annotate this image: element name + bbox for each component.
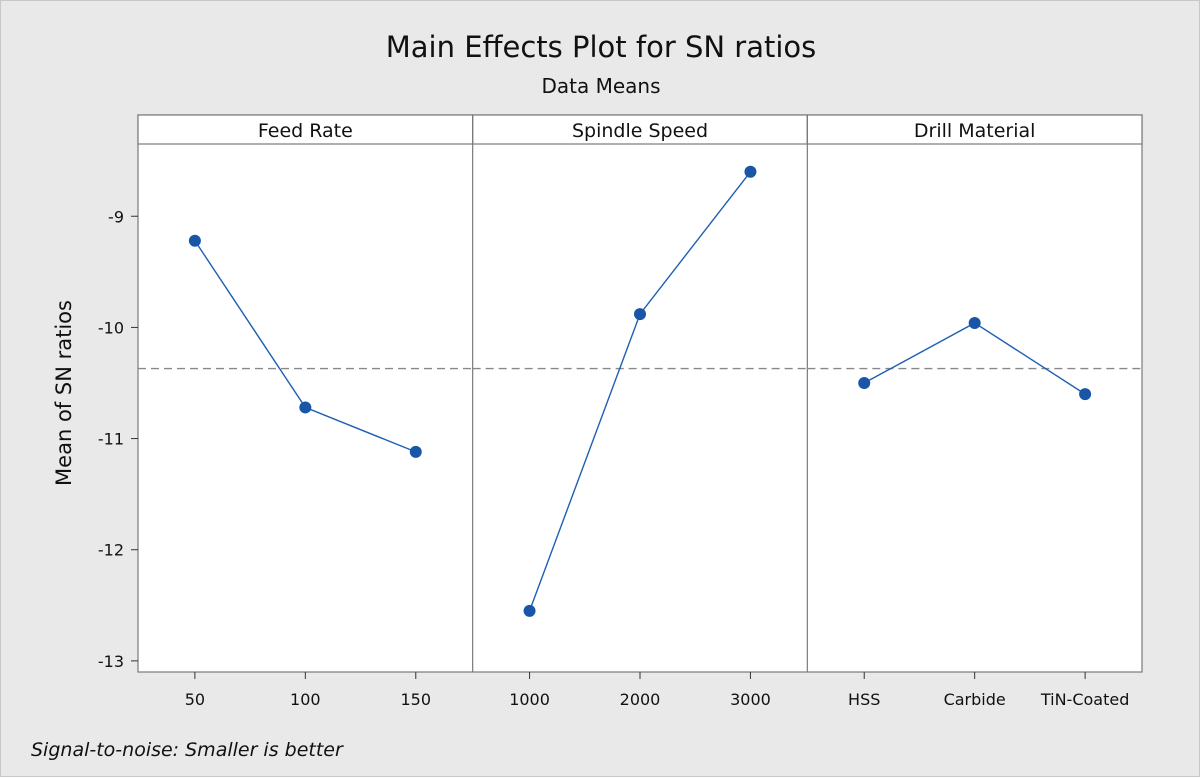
plot-area <box>137 114 1143 673</box>
data-point <box>858 376 871 389</box>
x-tick-label: HSS <box>848 690 880 709</box>
panel-label: Spindle Speed <box>572 120 708 142</box>
data-point <box>299 401 312 414</box>
data-point <box>968 316 981 329</box>
data-point <box>188 234 201 247</box>
y-tick-label: -13 <box>98 652 124 671</box>
x-tick-label: 100 <box>290 690 321 709</box>
panel-header <box>806 114 1143 145</box>
y-tick-label: -9 <box>108 207 124 226</box>
x-tick-label: 50 <box>185 690 205 709</box>
y-tick-label: -12 <box>98 541 124 560</box>
panel-label: Drill Material <box>914 120 1036 142</box>
footnote: Signal-to-noise: Smaller is better <box>31 739 344 761</box>
x-tick-label: 2000 <box>620 690 661 709</box>
x-tick-label: 1000 <box>509 690 550 709</box>
data-point <box>523 604 536 617</box>
y-tick-label: -11 <box>98 430 124 449</box>
panel-header <box>137 114 474 145</box>
y-tick-label: -10 <box>98 318 124 337</box>
data-point <box>1079 388 1092 401</box>
panel-label: Feed Rate <box>258 120 353 142</box>
x-tick-label: Carbide <box>944 690 1006 709</box>
x-tick-label: 3000 <box>730 690 771 709</box>
y-axis-label: Mean of SN ratios <box>52 300 76 486</box>
x-tick-label: TiN-Coated <box>1040 690 1130 709</box>
data-point <box>744 165 757 178</box>
chart-subtitle: Data Means <box>541 74 660 98</box>
chart-title: Main Effects Plot for SN ratios <box>386 30 817 64</box>
x-tick-label: 150 <box>400 690 431 709</box>
data-point <box>409 445 422 458</box>
data-point <box>634 308 646 321</box>
